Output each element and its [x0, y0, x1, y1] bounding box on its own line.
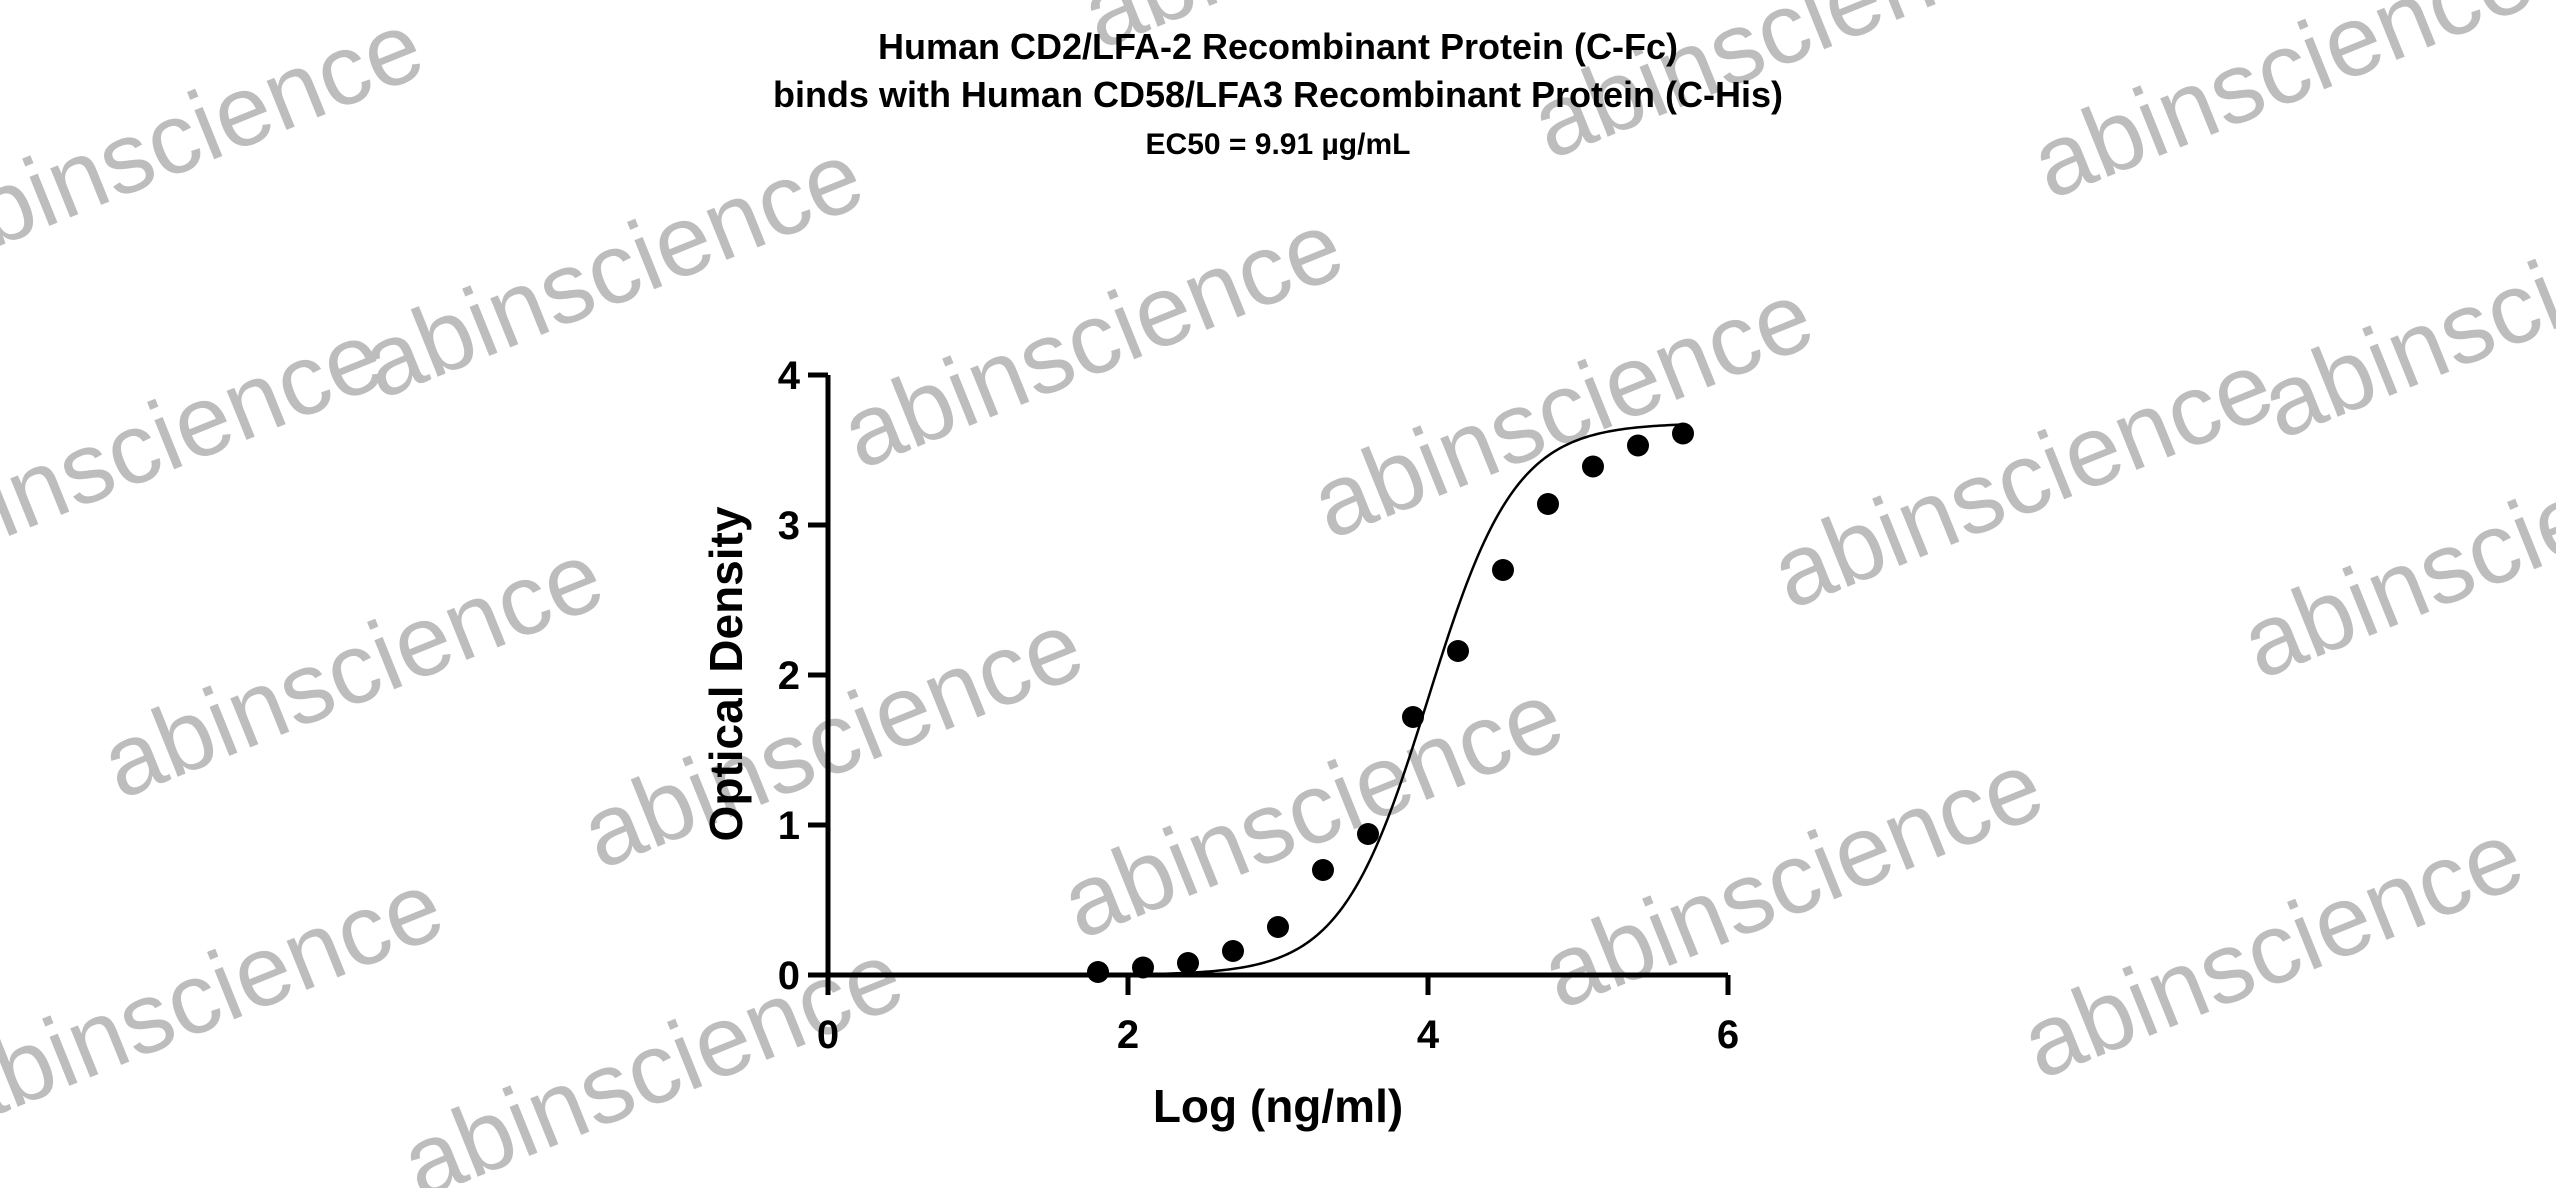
watermark-text: abinscience [2226, 399, 2556, 701]
axes [808, 372, 1731, 995]
data-point [1402, 706, 1424, 728]
watermark-text: abinscience [566, 589, 1098, 891]
watermark-text: abinscience [0, 849, 458, 1151]
tick-labels: 0 2 4 6 0 1 2 3 4 [778, 354, 1739, 1057]
x-tick-label: 6 [1717, 1013, 1739, 1057]
data-point [1267, 916, 1289, 938]
x-axis-title: Log (ng/ml) [1153, 1080, 1403, 1132]
data-point [1627, 434, 1649, 457]
data-point [1357, 823, 1379, 845]
y-tick-label: 4 [778, 354, 801, 398]
watermark-text: abinscience [1296, 259, 1828, 561]
plot-area: 0 2 4 6 0 1 2 3 4 Log (ng/ml) Optical Density [700, 354, 1739, 1132]
watermark-text: abinscience [0, 299, 398, 601]
data-point [1672, 422, 1694, 445]
y-tick-label: 0 [778, 954, 800, 998]
data-point [1582, 455, 1604, 478]
data-point [1132, 956, 1154, 979]
x-tick-label: 2 [1117, 1013, 1139, 1057]
watermark-text: abinscience [1046, 659, 1578, 961]
fit-curve-layer [1097, 423, 1684, 976]
watermark-text: abinscience [2006, 799, 2538, 1101]
watermark-text: abinscience [1526, 729, 2058, 1031]
chart-subtitle-ec50: EC50 = 9.91 µg/mL [1145, 128, 1411, 161]
watermark-text: abinscience [1756, 329, 2288, 631]
data-point [1177, 952, 1199, 974]
data-point [1492, 559, 1514, 581]
x-tick-label: 0 [817, 1013, 839, 1057]
chart-title-line-1: Human CD2/LFA-2 Recombinant Protein (C-F… [877, 26, 1679, 67]
watermark-text: abinscience [2246, 159, 2556, 461]
data-point [1312, 859, 1334, 881]
y-tick-label: 2 [778, 654, 800, 698]
y-tick-label: 1 [778, 804, 800, 848]
watermark-text: abinscience [826, 189, 1358, 491]
data-point [1222, 940, 1244, 962]
data-points [1087, 422, 1694, 983]
fit-curve [1097, 423, 1684, 976]
x-tick-label: 4 [1417, 1013, 1440, 1057]
y-tick-label: 3 [778, 504, 800, 548]
data-point [1537, 493, 1559, 515]
chart-title-line-2: binds with Human CD58/LFA3 Recombinant P… [772, 74, 1784, 115]
data-point [1087, 961, 1109, 983]
watermark-text: abinscience [86, 519, 618, 821]
y-axis-title: Optical Density [700, 506, 752, 841]
data-point [1447, 640, 1469, 662]
